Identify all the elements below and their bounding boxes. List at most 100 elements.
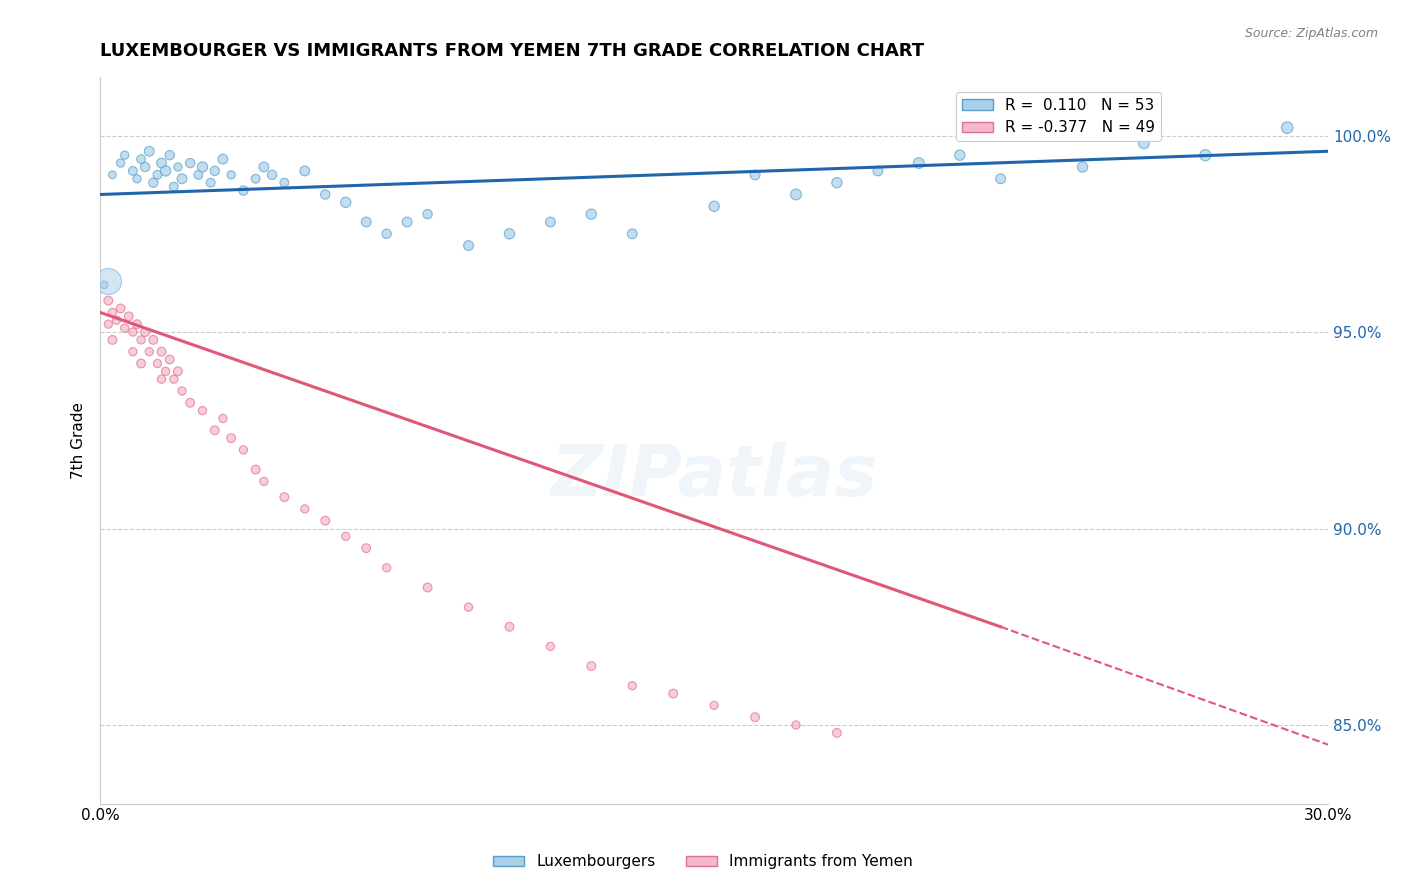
Point [129,333,152,347]
Point [354,541,377,556]
Text: LUXEMBOURGER VS IMMIGRANTS FROM YEMEN 7TH GRADE CORRELATION CHART: LUXEMBOURGER VS IMMIGRANTS FROM YEMEN 7T… [100,42,924,60]
Point [294,501,316,516]
Point [396,215,419,229]
Point [232,442,254,457]
Point [1133,136,1156,151]
Point [101,168,124,182]
Point [219,168,242,182]
Point [159,148,181,162]
Point [232,184,254,198]
Point [138,344,160,359]
Point [212,152,235,166]
Point [134,325,156,339]
Point [744,710,766,724]
Point [375,227,398,241]
Point [498,227,520,241]
Point [110,301,132,316]
Point [114,148,136,162]
Point [122,325,145,339]
Point [129,152,152,166]
Point [170,384,193,398]
Point [122,164,145,178]
Point [97,293,120,308]
Point [260,168,283,182]
Point [990,171,1012,186]
Point [375,561,398,575]
Point [621,679,644,693]
Point [335,529,357,543]
Point [150,156,173,170]
Point [457,600,479,615]
Point [621,227,644,241]
Point [825,726,848,740]
Point [245,462,267,476]
Point [273,176,295,190]
Point [785,187,807,202]
Point [354,215,377,229]
Point [167,160,190,174]
Point [538,215,561,229]
Point [703,698,725,713]
Point [101,305,124,319]
Point [125,171,148,186]
Point [416,581,439,595]
Point [245,171,267,186]
Point [142,176,165,190]
Point [138,145,160,159]
Point [219,431,242,445]
Point [170,171,193,186]
Point [1194,148,1216,162]
Point [703,199,725,213]
Point [159,352,181,367]
Point [314,187,336,202]
Point [744,168,766,182]
Point [200,176,222,190]
Point [416,207,439,221]
Point [97,274,120,288]
Point [204,423,226,437]
Point [253,160,276,174]
Point [253,475,276,489]
Point [1071,160,1094,174]
Point [1277,120,1299,135]
Point [581,659,603,673]
Point [155,364,177,378]
Point [93,277,115,292]
Point [150,372,173,386]
Legend: R =  0.110   N = 53, R = -0.377   N = 49: R = 0.110 N = 53, R = -0.377 N = 49 [956,92,1161,141]
Point [314,514,336,528]
Point [155,164,177,178]
Point [825,176,848,190]
Point [146,356,169,370]
Point [110,156,132,170]
Text: Source: ZipAtlas.com: Source: ZipAtlas.com [1244,27,1378,40]
Point [662,687,685,701]
Point [294,164,316,178]
Point [498,620,520,634]
Point [163,179,186,194]
Point [866,164,889,178]
Point [122,344,145,359]
Point [785,718,807,732]
Point [129,356,152,370]
Point [101,333,124,347]
Point [167,364,190,378]
Point [187,168,209,182]
Text: ZIPatlas: ZIPatlas [550,442,877,511]
Point [146,168,169,182]
Point [105,313,128,327]
Point [538,640,561,654]
Point [142,333,165,347]
Point [949,148,972,162]
Point [114,321,136,335]
Point [191,403,214,417]
Point [150,344,173,359]
Legend: Luxembourgers, Immigrants from Yemen: Luxembourgers, Immigrants from Yemen [488,848,918,875]
Point [335,195,357,210]
Point [97,317,120,331]
Point [125,317,148,331]
Point [191,160,214,174]
Point [179,156,201,170]
Point [212,411,235,425]
Point [179,396,201,410]
